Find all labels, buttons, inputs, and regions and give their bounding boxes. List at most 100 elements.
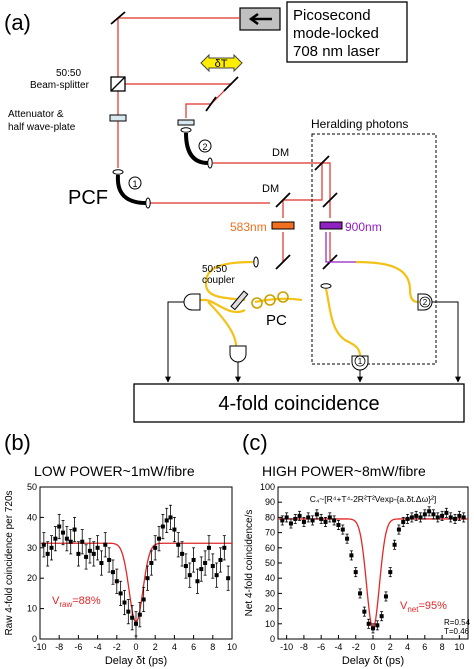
data-point <box>431 512 436 517</box>
x-tick-label: -4 <box>94 642 102 652</box>
data-point <box>297 513 302 518</box>
chart-c-frame <box>277 486 469 640</box>
x-tick-label: 4 <box>405 642 410 652</box>
beam-splitter-label-2: Beam-splitter <box>30 80 90 91</box>
pcf-label: PCF <box>68 187 108 209</box>
data-point <box>319 516 324 521</box>
data-point <box>160 524 165 529</box>
y-tick-label: 40 <box>265 573 275 583</box>
data-point <box>427 509 432 514</box>
fiber-1-badge <box>128 176 142 190</box>
x-tick-label: -4 <box>334 642 342 652</box>
data-point <box>187 573 192 578</box>
dm-label-1: DM <box>272 147 289 159</box>
x-tick-label: 2 <box>153 642 158 652</box>
laser-label-line1: Picosecond <box>293 7 371 24</box>
laser-label-line3: 708 nm laser <box>293 43 380 60</box>
fiber-1-number: 1 <box>132 179 137 189</box>
delay-stage-icon <box>200 53 243 73</box>
data-point <box>153 545 158 550</box>
data-point <box>448 515 453 520</box>
y-tick-label: 50 <box>27 482 37 492</box>
data-point <box>126 609 131 614</box>
data-point <box>203 561 208 565</box>
data-point <box>461 515 466 520</box>
y-tick-label: 30 <box>27 543 37 553</box>
y-tick-label: 10 <box>27 604 37 614</box>
data-point <box>176 542 181 547</box>
x-tick-label: 2 <box>388 642 393 652</box>
y-tick-label: 70 <box>265 528 275 538</box>
data-point <box>157 536 162 541</box>
chart-b-xlabel: Delay δt (ps) <box>105 655 167 667</box>
data-point <box>323 519 328 524</box>
x-tick-label: -10 <box>280 642 293 652</box>
data-point <box>453 516 458 521</box>
fiber-2-badge <box>198 139 212 153</box>
filter-900 <box>319 221 343 230</box>
filter-583-label: 583nm <box>230 220 267 234</box>
y-tick-label: 0 <box>32 634 37 644</box>
chart-c-formula: C₄~[R⁴+T⁴-2R²T²Vexp-{a.δt.Δω}²] <box>310 494 437 504</box>
x-tick-label: -8 <box>300 642 308 652</box>
y-tick-label: 80 <box>265 512 275 522</box>
data-point <box>141 597 146 602</box>
data-point <box>76 551 81 556</box>
data-point <box>440 513 445 518</box>
data-point <box>107 557 112 562</box>
data-point <box>314 512 319 517</box>
data-point <box>41 542 46 547</box>
data-point <box>435 515 440 520</box>
coincidence-label: 4-fold coincidence <box>218 393 379 415</box>
data-point <box>396 527 401 532</box>
fiber-coupler <box>230 290 249 311</box>
detector-1-number: 1 <box>358 357 363 366</box>
data-point <box>199 567 204 572</box>
chart-b-title: LOW POWER~1mW/fibre <box>34 463 195 479</box>
data-point <box>168 515 173 520</box>
data-point <box>191 557 196 562</box>
data-point <box>414 513 419 518</box>
y-tick-label: 20 <box>265 604 275 614</box>
x-tick-label: -10 <box>33 642 46 652</box>
laser-label-box <box>286 1 408 63</box>
data-point <box>288 521 293 526</box>
x-tick-label: -6 <box>74 642 82 652</box>
data-point <box>114 579 119 584</box>
panel-label-c: (c) <box>242 430 268 455</box>
data-point <box>444 510 449 515</box>
x-tick-label: 8 <box>210 642 215 652</box>
data-point <box>195 579 200 584</box>
data-point <box>49 545 54 550</box>
data-point <box>349 553 354 558</box>
data-point <box>180 551 185 556</box>
detector-bottom <box>229 345 247 363</box>
data-point <box>218 557 223 562</box>
data-point <box>336 523 341 527</box>
panel-label-b: (b) <box>4 430 31 455</box>
data-point <box>103 542 108 547</box>
signal-lines <box>165 301 461 383</box>
data-point <box>422 512 427 517</box>
data-point <box>172 527 177 532</box>
data-point <box>306 515 311 520</box>
y-tick-label: 50 <box>265 558 275 568</box>
x-tick-label: -8 <box>55 642 63 652</box>
data-point <box>134 621 138 626</box>
data-point <box>68 539 73 544</box>
panel-label-a: (a) <box>4 10 31 35</box>
data-point <box>392 542 397 547</box>
data-point <box>87 548 92 553</box>
x-tick-label: 4 <box>172 642 177 652</box>
data-point <box>95 545 100 550</box>
attenuator-label-2: half wave-plate <box>8 122 76 133</box>
x-tick-label: 10 <box>227 642 237 652</box>
chart-b-fit-curve <box>40 542 232 624</box>
chart-c-param-r: R=0.54 <box>444 618 471 627</box>
chart-b-ylabel: Raw 4-fold coincidence per 720s <box>4 490 15 635</box>
data-point <box>332 518 337 523</box>
data-point <box>405 516 410 521</box>
data-point <box>457 513 462 518</box>
heralding-label: Heralding photons <box>311 117 408 131</box>
